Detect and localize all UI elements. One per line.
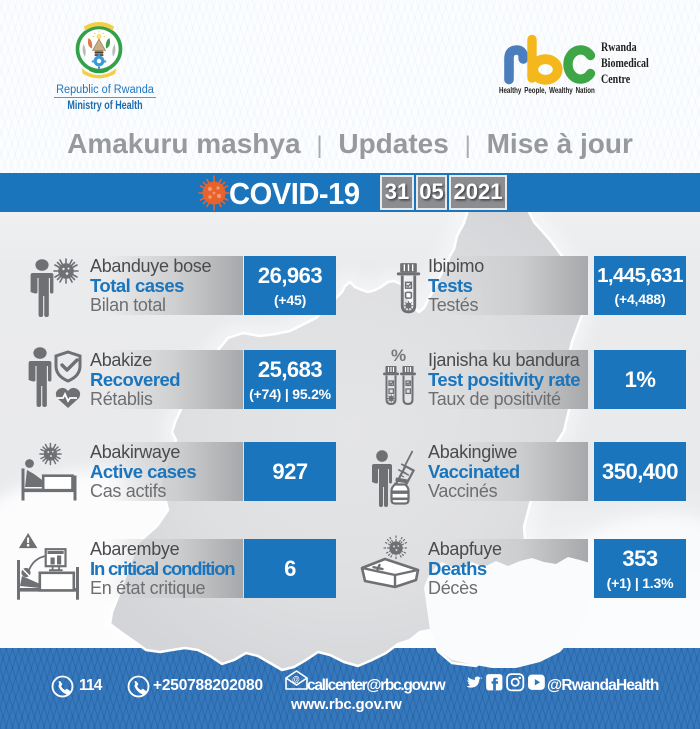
svg-text:@: @ bbox=[292, 675, 300, 684]
svg-text:%: % bbox=[391, 346, 406, 365]
